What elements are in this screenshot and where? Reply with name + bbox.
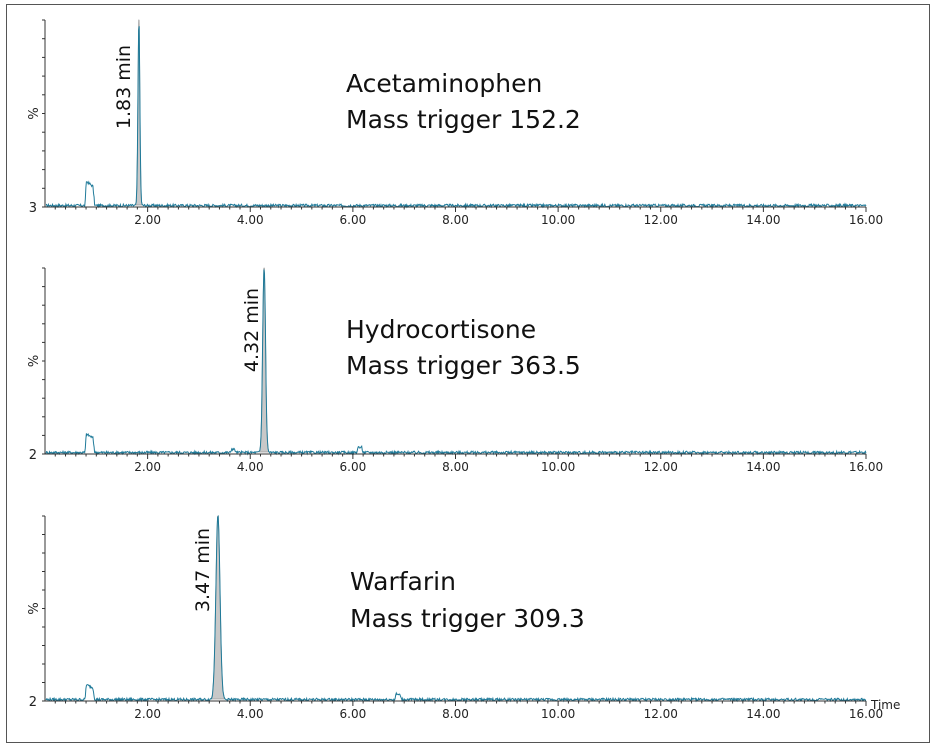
y-min-label: 2 xyxy=(29,695,37,710)
chart-panel-hydrocortisone: 2.00 4.00 6.00 8.00 10.00 12.00 14.00 16.00% 2 4.… xyxy=(27,267,883,474)
x-tick-label: 14.00 xyxy=(746,460,780,474)
x-tick-label: 4.00 xyxy=(237,707,264,721)
x-tick-label: 16.00 xyxy=(849,707,883,721)
x-tick-label: 2.00 xyxy=(134,707,161,721)
peak-retention-label: 4.32 min xyxy=(241,288,263,372)
compound-name: Acetaminophen xyxy=(346,69,542,98)
y-min-label: 3 xyxy=(29,201,37,216)
x-tick-label: 10.00 xyxy=(541,213,575,227)
figure-frame xyxy=(6,4,930,743)
x-tick-label: 8.00 xyxy=(442,460,469,474)
mass-trigger-label: Mass trigger 363.5 xyxy=(346,351,581,380)
mass-trigger-label: Mass trigger 309.3 xyxy=(350,604,585,633)
peak-retention-label: 3.47 min xyxy=(192,528,214,612)
x-tick-label: 6.00 xyxy=(340,460,367,474)
x-tick-label: 2.00 xyxy=(134,213,161,227)
y-axis-label: % xyxy=(27,355,42,367)
x-tick-label: 4.00 xyxy=(237,460,264,474)
chart-panel-acetaminophen: 2.00 4.00 6.00 8.00 10.00 12.00 14.00 16.00% 3 1.… xyxy=(27,19,883,227)
x-tick-label: 6.00 xyxy=(340,707,367,721)
x-tick-label: 16.00 xyxy=(849,213,883,227)
x-tick-label: 14.00 xyxy=(746,707,780,721)
compound-name: Warfarin xyxy=(350,567,456,596)
chromatogram-trace xyxy=(45,514,867,703)
x-tick-label: 8.00 xyxy=(442,213,469,227)
chromatogram-trace xyxy=(45,26,867,209)
chart-panel-warfarin: 2.00 4.00 6.00 8.00 10.00 12.00 14.00 16.00% 2 3.… xyxy=(27,514,900,721)
y-axis-label: % xyxy=(27,107,42,119)
x-tick-label: 2.00 xyxy=(134,460,161,474)
x-tick-label: 14.00 xyxy=(746,213,780,227)
x-tick-label: 6.00 xyxy=(340,213,367,227)
mass-trigger-label: Mass trigger 152.2 xyxy=(346,105,581,134)
y-axis-label: % xyxy=(27,602,42,614)
x-tick-label: 4.00 xyxy=(237,213,264,227)
x-tick-label: 12.00 xyxy=(644,213,678,227)
x-tick-label: 12.00 xyxy=(644,707,678,721)
compound-name: Hydrocortisone xyxy=(346,315,536,344)
x-tick-label: 16.00 xyxy=(849,460,883,474)
x-tick-label: 10.00 xyxy=(541,707,575,721)
x-tick-label: 10.00 xyxy=(541,460,575,474)
x-tick-label: 8.00 xyxy=(442,707,469,721)
x-axis-label: Time xyxy=(870,698,900,712)
peak-retention-label: 1.83 min xyxy=(113,45,135,129)
y-min-label: 2 xyxy=(29,448,37,463)
x-tick-label: 12.00 xyxy=(644,460,678,474)
